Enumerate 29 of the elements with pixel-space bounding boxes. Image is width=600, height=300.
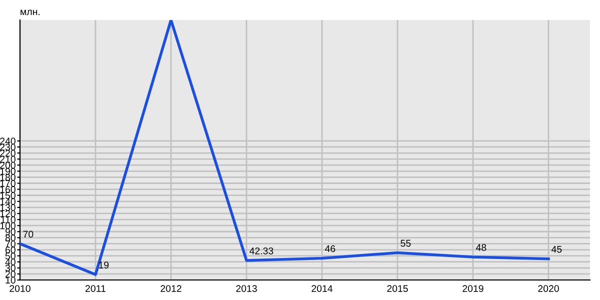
y-tick-label: 180 [0, 174, 16, 181]
y-tick-label: 240 [0, 138, 16, 145]
y-tick-label: 140 [0, 198, 16, 206]
y-tick-label: 30 [5, 264, 16, 272]
y-tick-label: 20 [6, 270, 16, 278]
x-tick-label: 2020 [538, 285, 559, 292]
line-series [20, 20, 550, 276]
y-tick-label: 40 [5, 258, 16, 266]
x-tick-label: 2019 [462, 285, 484, 292]
x-tick-label: 2011 [86, 285, 106, 292]
y-tick-label: 50 [5, 252, 16, 260]
y-axis-title: млн. [20, 10, 40, 16]
data-label: 48 [476, 244, 486, 251]
data-label: 46 [324, 245, 336, 252]
y-tick-label: 60 [6, 246, 16, 254]
data-label: 45 [551, 246, 562, 253]
data-label: 42.33 [249, 247, 274, 254]
y-tick-label: 130 [0, 204, 16, 212]
x-tick-label: 2013 [236, 285, 257, 292]
x-tick-label: 2015 [387, 285, 408, 292]
x-tick-label: 2012 [160, 285, 182, 292]
data-label: 55 [400, 240, 411, 247]
y-tick-label: 70 [6, 240, 16, 248]
y-tick-label: 160 [0, 186, 16, 193]
data-label: 70 [23, 230, 34, 238]
y-tick-label: 150 [0, 192, 16, 199]
x-tick-label: 2014 [312, 285, 333, 292]
x-tick-label: 2010 [10, 285, 30, 292]
data-label: 19 [99, 262, 109, 268]
